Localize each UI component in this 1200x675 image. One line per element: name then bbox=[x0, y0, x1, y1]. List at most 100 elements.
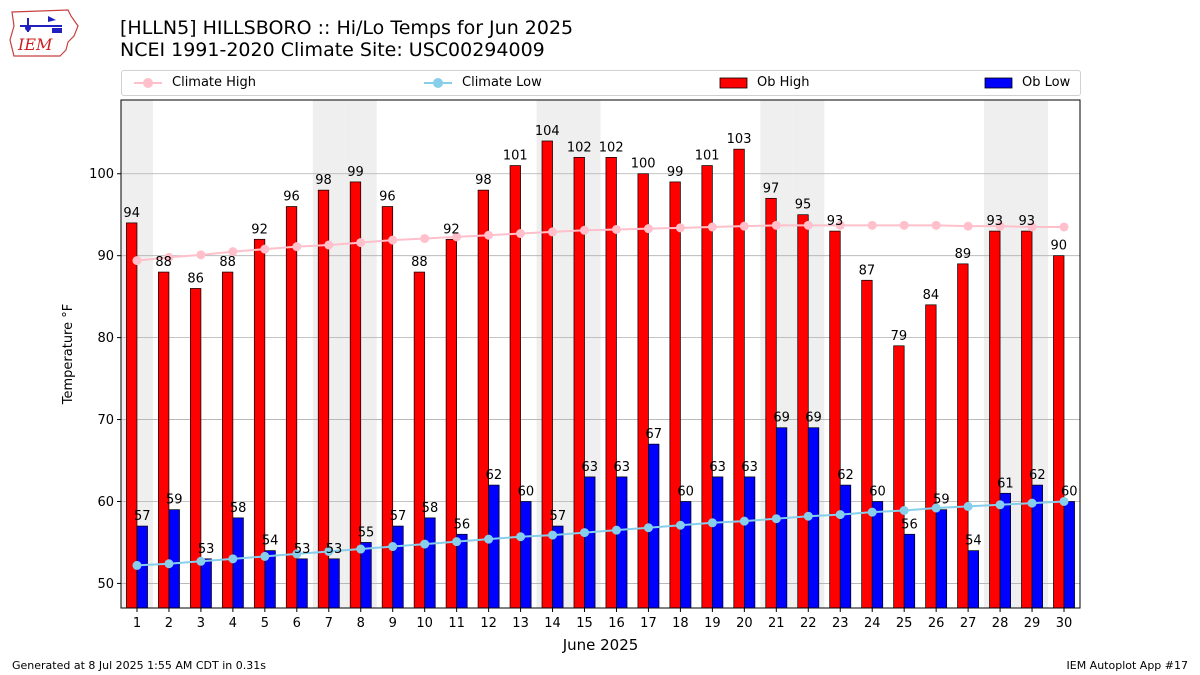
ob-low-label: 55 bbox=[358, 525, 375, 540]
ob-high-label: 101 bbox=[503, 149, 528, 164]
ob-high-label: 89 bbox=[955, 247, 972, 262]
climate-high-point bbox=[771, 220, 781, 230]
climate-low-point bbox=[1059, 496, 1069, 506]
climate-low-point bbox=[548, 530, 558, 540]
x-tick-label: 12 bbox=[480, 616, 497, 631]
ob-high-bar bbox=[765, 197, 777, 609]
ob-high-label: 94 bbox=[123, 206, 140, 221]
ob-high-bar bbox=[413, 271, 426, 609]
ob-low-label: 63 bbox=[741, 460, 758, 475]
climate-high-point bbox=[707, 222, 717, 232]
ob-high-label: 96 bbox=[379, 190, 396, 205]
ob-low-bar bbox=[488, 484, 500, 609]
ob-high-label: 79 bbox=[891, 329, 908, 344]
x-tick-label: 7 bbox=[325, 616, 333, 631]
ob-high-label: 92 bbox=[443, 222, 460, 237]
climate-high-line bbox=[136, 224, 1065, 262]
ob-high-bar bbox=[957, 263, 969, 609]
climate-low-point bbox=[931, 503, 941, 513]
x-tick-label: 4 bbox=[229, 616, 237, 631]
ob-high-bar bbox=[126, 222, 138, 609]
climate-low-point bbox=[1027, 498, 1037, 508]
x-tick-label: 2 bbox=[165, 616, 173, 631]
climate-high-point bbox=[963, 221, 973, 231]
x-tick-label: 29 bbox=[1024, 616, 1041, 631]
ob-low-label: 53 bbox=[326, 542, 343, 557]
generated-timestamp: Generated at 8 Jul 2025 1:55 AM CDT in 0… bbox=[12, 659, 266, 672]
climate-high-point bbox=[643, 224, 653, 234]
ob-high-label: 97 bbox=[763, 181, 780, 196]
ob-low-label: 60 bbox=[518, 484, 535, 499]
ob-high-swatch bbox=[719, 77, 748, 89]
climate-low-point bbox=[675, 520, 685, 530]
climate-high-point bbox=[516, 229, 526, 239]
x-tick-label: 16 bbox=[608, 616, 625, 631]
climate-high-point bbox=[388, 235, 398, 245]
ob-high-label: 99 bbox=[667, 165, 684, 180]
ob-high-label: 98 bbox=[475, 173, 492, 188]
legend-label: Ob High bbox=[757, 75, 810, 90]
climate-low-point bbox=[164, 559, 174, 569]
x-tick-label: 13 bbox=[512, 616, 529, 631]
ob-high-label: 84 bbox=[923, 288, 940, 303]
x-tick-label: 24 bbox=[864, 616, 881, 631]
ob-low-bar bbox=[328, 558, 340, 609]
ob-high-bar bbox=[701, 165, 713, 609]
x-tick-label: 14 bbox=[544, 616, 561, 631]
climate-high-point bbox=[484, 230, 494, 240]
ob-low-bar bbox=[168, 509, 180, 609]
climate-low-point bbox=[835, 510, 845, 520]
x-tick-label: 27 bbox=[960, 616, 977, 631]
climate-low-point bbox=[260, 551, 270, 561]
ob-low-bar bbox=[680, 501, 692, 609]
ob-low-bar bbox=[296, 558, 308, 609]
ob-high-label: 102 bbox=[599, 140, 624, 155]
ob-high-label: 86 bbox=[187, 271, 204, 286]
ob-low-label: 60 bbox=[677, 484, 694, 499]
x-tick-label: 30 bbox=[1056, 616, 1073, 631]
climate-high-point bbox=[356, 238, 366, 248]
ob-low-bar bbox=[584, 476, 596, 609]
ob-high-bar bbox=[477, 189, 489, 609]
climate-high-point bbox=[132, 256, 142, 266]
climate-low-point bbox=[356, 544, 366, 554]
plot-frame bbox=[120, 99, 1081, 609]
ob-high-label: 93 bbox=[827, 214, 844, 229]
ob-low-bar bbox=[743, 476, 756, 609]
x-axis-label: June 2025 bbox=[562, 636, 639, 654]
ob-high-label: 88 bbox=[219, 255, 236, 270]
ob-low-label: 56 bbox=[454, 517, 471, 532]
climate-high-point bbox=[995, 221, 1005, 231]
y-tick-label: 90 bbox=[97, 249, 114, 264]
ob-low-label: 58 bbox=[422, 501, 439, 516]
ob-low-label: 58 bbox=[230, 501, 247, 516]
ob-high-bar bbox=[861, 279, 873, 609]
climate-low-point bbox=[739, 516, 749, 526]
climate-high-point bbox=[931, 220, 941, 230]
ob-low-label: 63 bbox=[582, 460, 599, 475]
ob-high-bar bbox=[1021, 230, 1033, 609]
climate-low-point bbox=[611, 525, 621, 535]
ob-low-bar bbox=[999, 492, 1011, 609]
ob-high-label: 88 bbox=[155, 255, 172, 270]
ob-low-bar bbox=[967, 550, 980, 609]
ob-low-bar bbox=[712, 476, 724, 609]
ob-low-label: 62 bbox=[837, 468, 854, 483]
ob-low-label: 53 bbox=[294, 542, 311, 557]
climate-low-point bbox=[771, 514, 781, 524]
climate-high-point bbox=[452, 232, 462, 242]
x-tick-label: 20 bbox=[736, 616, 753, 631]
x-tick-label: 9 bbox=[389, 616, 397, 631]
climate-low-point bbox=[867, 507, 877, 517]
y-tick-label: 60 bbox=[97, 495, 114, 510]
ob-high-bar bbox=[605, 157, 617, 609]
ob-high-label: 92 bbox=[251, 222, 268, 237]
ob-low-label: 60 bbox=[869, 484, 886, 499]
ob-low-label: 57 bbox=[550, 509, 567, 524]
climate-high-point bbox=[196, 250, 206, 260]
climate-high-point bbox=[548, 227, 558, 237]
x-tick-label: 5 bbox=[261, 616, 269, 631]
ob-low-label: 59 bbox=[166, 493, 183, 508]
y-axis-label: Temperature °F bbox=[61, 304, 76, 405]
ob-low-label: 60 bbox=[1061, 484, 1078, 499]
